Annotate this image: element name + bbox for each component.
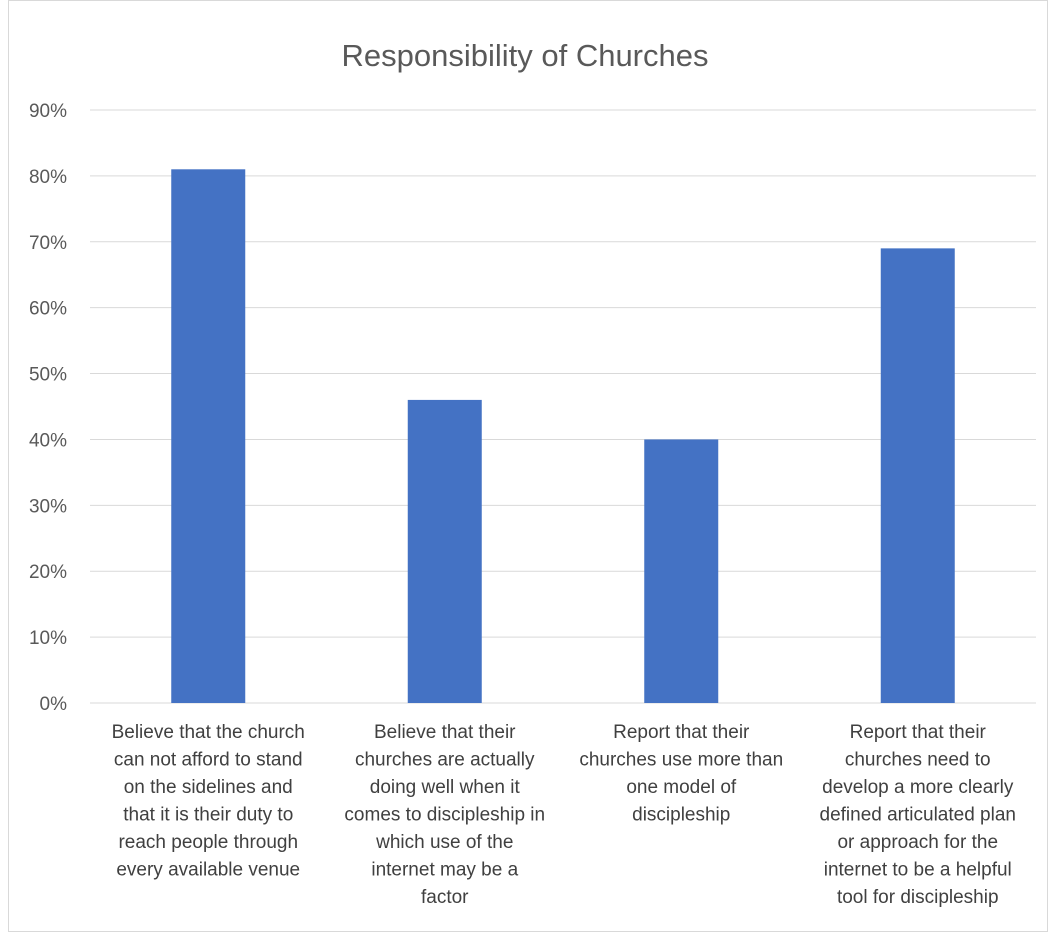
x-category-label-line: every available venue: [116, 860, 300, 881]
x-category-label-line: that it is their duty to: [123, 805, 293, 826]
x-category-label: Believe that their churches are actually d…: [344, 722, 545, 908]
x-category-label-line: internet may be a: [371, 860, 518, 881]
y-axis-ticks: 0% 10% 20% 30% 40% 50% 60% 70% 80% 90%: [29, 101, 67, 715]
y-tick-label: 0%: [40, 694, 68, 715]
y-tick-label: 60%: [29, 299, 67, 320]
x-category-label-line: can not afford to stand: [114, 750, 303, 771]
y-tick-label: 50%: [29, 365, 67, 386]
bar-3: [644, 439, 719, 703]
chart-title: Responsibility of Churches: [341, 38, 709, 73]
x-category-label-line: defined articulated plan: [820, 805, 1016, 826]
y-tick-label: 70%: [29, 233, 67, 254]
x-category-label-line: reach people through: [118, 832, 298, 853]
x-category-label-line: Report that their: [613, 722, 750, 743]
y-tick-label: 90%: [29, 101, 67, 122]
x-category-label-line: factor: [421, 887, 469, 908]
x-category-label-line: doing well when it: [370, 777, 521, 798]
x-category-label: Report that their churches use more than o…: [579, 722, 783, 826]
x-category-label-line: internet to be a helpful: [824, 860, 1012, 881]
x-category-label-line: churches need to: [845, 750, 991, 771]
y-tick-label: 20%: [29, 562, 67, 583]
x-category-label-line: Believe that their: [374, 722, 516, 743]
x-category-label-line: or approach for the: [837, 832, 998, 853]
x-category-label-line: which use of the: [375, 832, 513, 853]
x-category-label-line: churches are actually: [355, 750, 535, 771]
y-tick-label: 30%: [29, 496, 67, 517]
x-category-label-line: comes to discipleship in: [344, 805, 545, 826]
x-category-label-line: tool for discipleship: [837, 887, 999, 908]
bar-2: [407, 399, 482, 703]
bar-4: [880, 248, 955, 703]
x-category-label-line: churches use more than: [579, 750, 783, 771]
y-tick-label: 80%: [29, 167, 67, 188]
x-axis-labels: Believe that the church can not afford to…: [112, 722, 1016, 908]
x-category-label-line: one model of: [626, 777, 737, 798]
x-category-label: Believe that the church can not afford to…: [112, 722, 305, 881]
y-tick-label: 10%: [29, 628, 67, 649]
x-category-label-line: discipleship: [632, 805, 730, 826]
x-category-label-line: Believe that the church: [112, 722, 305, 743]
gridlines: [90, 109, 1036, 704]
x-category-label-line: develop a more clearly: [822, 777, 1014, 798]
y-tick-label: 40%: [29, 430, 67, 451]
x-category-label-line: Report that their: [850, 722, 987, 743]
bar-1: [171, 169, 246, 704]
x-category-label: Report that their churches need to develop…: [820, 722, 1016, 908]
x-category-label-line: on the sidelines and: [124, 777, 293, 798]
bars: [171, 169, 955, 704]
